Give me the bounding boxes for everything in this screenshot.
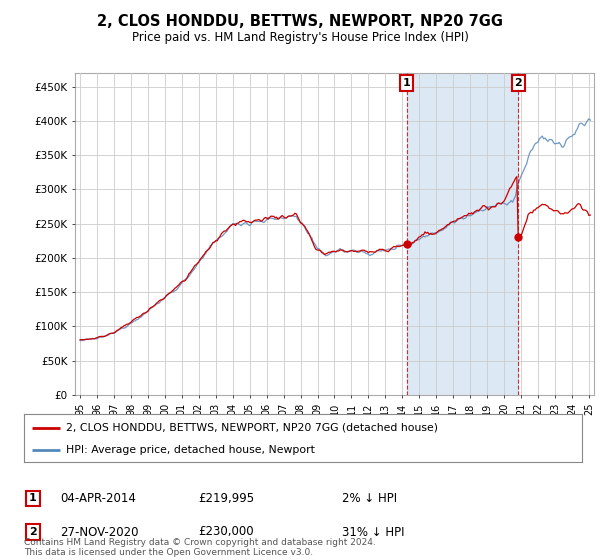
Text: 27-NOV-2020: 27-NOV-2020 (60, 525, 139, 539)
Text: Contains HM Land Registry data © Crown copyright and database right 2024.
This d: Contains HM Land Registry data © Crown c… (24, 538, 376, 557)
Text: £230,000: £230,000 (198, 525, 254, 539)
Text: HPI: Average price, detached house, Newport: HPI: Average price, detached house, Newp… (66, 445, 315, 455)
Text: 2, CLOS HONDDU, BETTWS, NEWPORT, NP20 7GG: 2, CLOS HONDDU, BETTWS, NEWPORT, NP20 7G… (97, 14, 503, 29)
Text: 2, CLOS HONDDU, BETTWS, NEWPORT, NP20 7GG (detached house): 2, CLOS HONDDU, BETTWS, NEWPORT, NP20 7G… (66, 423, 438, 433)
Text: 2: 2 (514, 78, 522, 88)
Text: 1: 1 (403, 78, 410, 88)
Bar (407, 73, 518, 395)
Text: 2: 2 (29, 527, 37, 537)
Text: 31% ↓ HPI: 31% ↓ HPI (342, 525, 404, 539)
Text: 1: 1 (29, 493, 37, 503)
Text: 2% ↓ HPI: 2% ↓ HPI (342, 492, 397, 505)
Text: £219,995: £219,995 (198, 492, 254, 505)
Text: 04-APR-2014: 04-APR-2014 (60, 492, 136, 505)
Text: Price paid vs. HM Land Registry's House Price Index (HPI): Price paid vs. HM Land Registry's House … (131, 31, 469, 44)
